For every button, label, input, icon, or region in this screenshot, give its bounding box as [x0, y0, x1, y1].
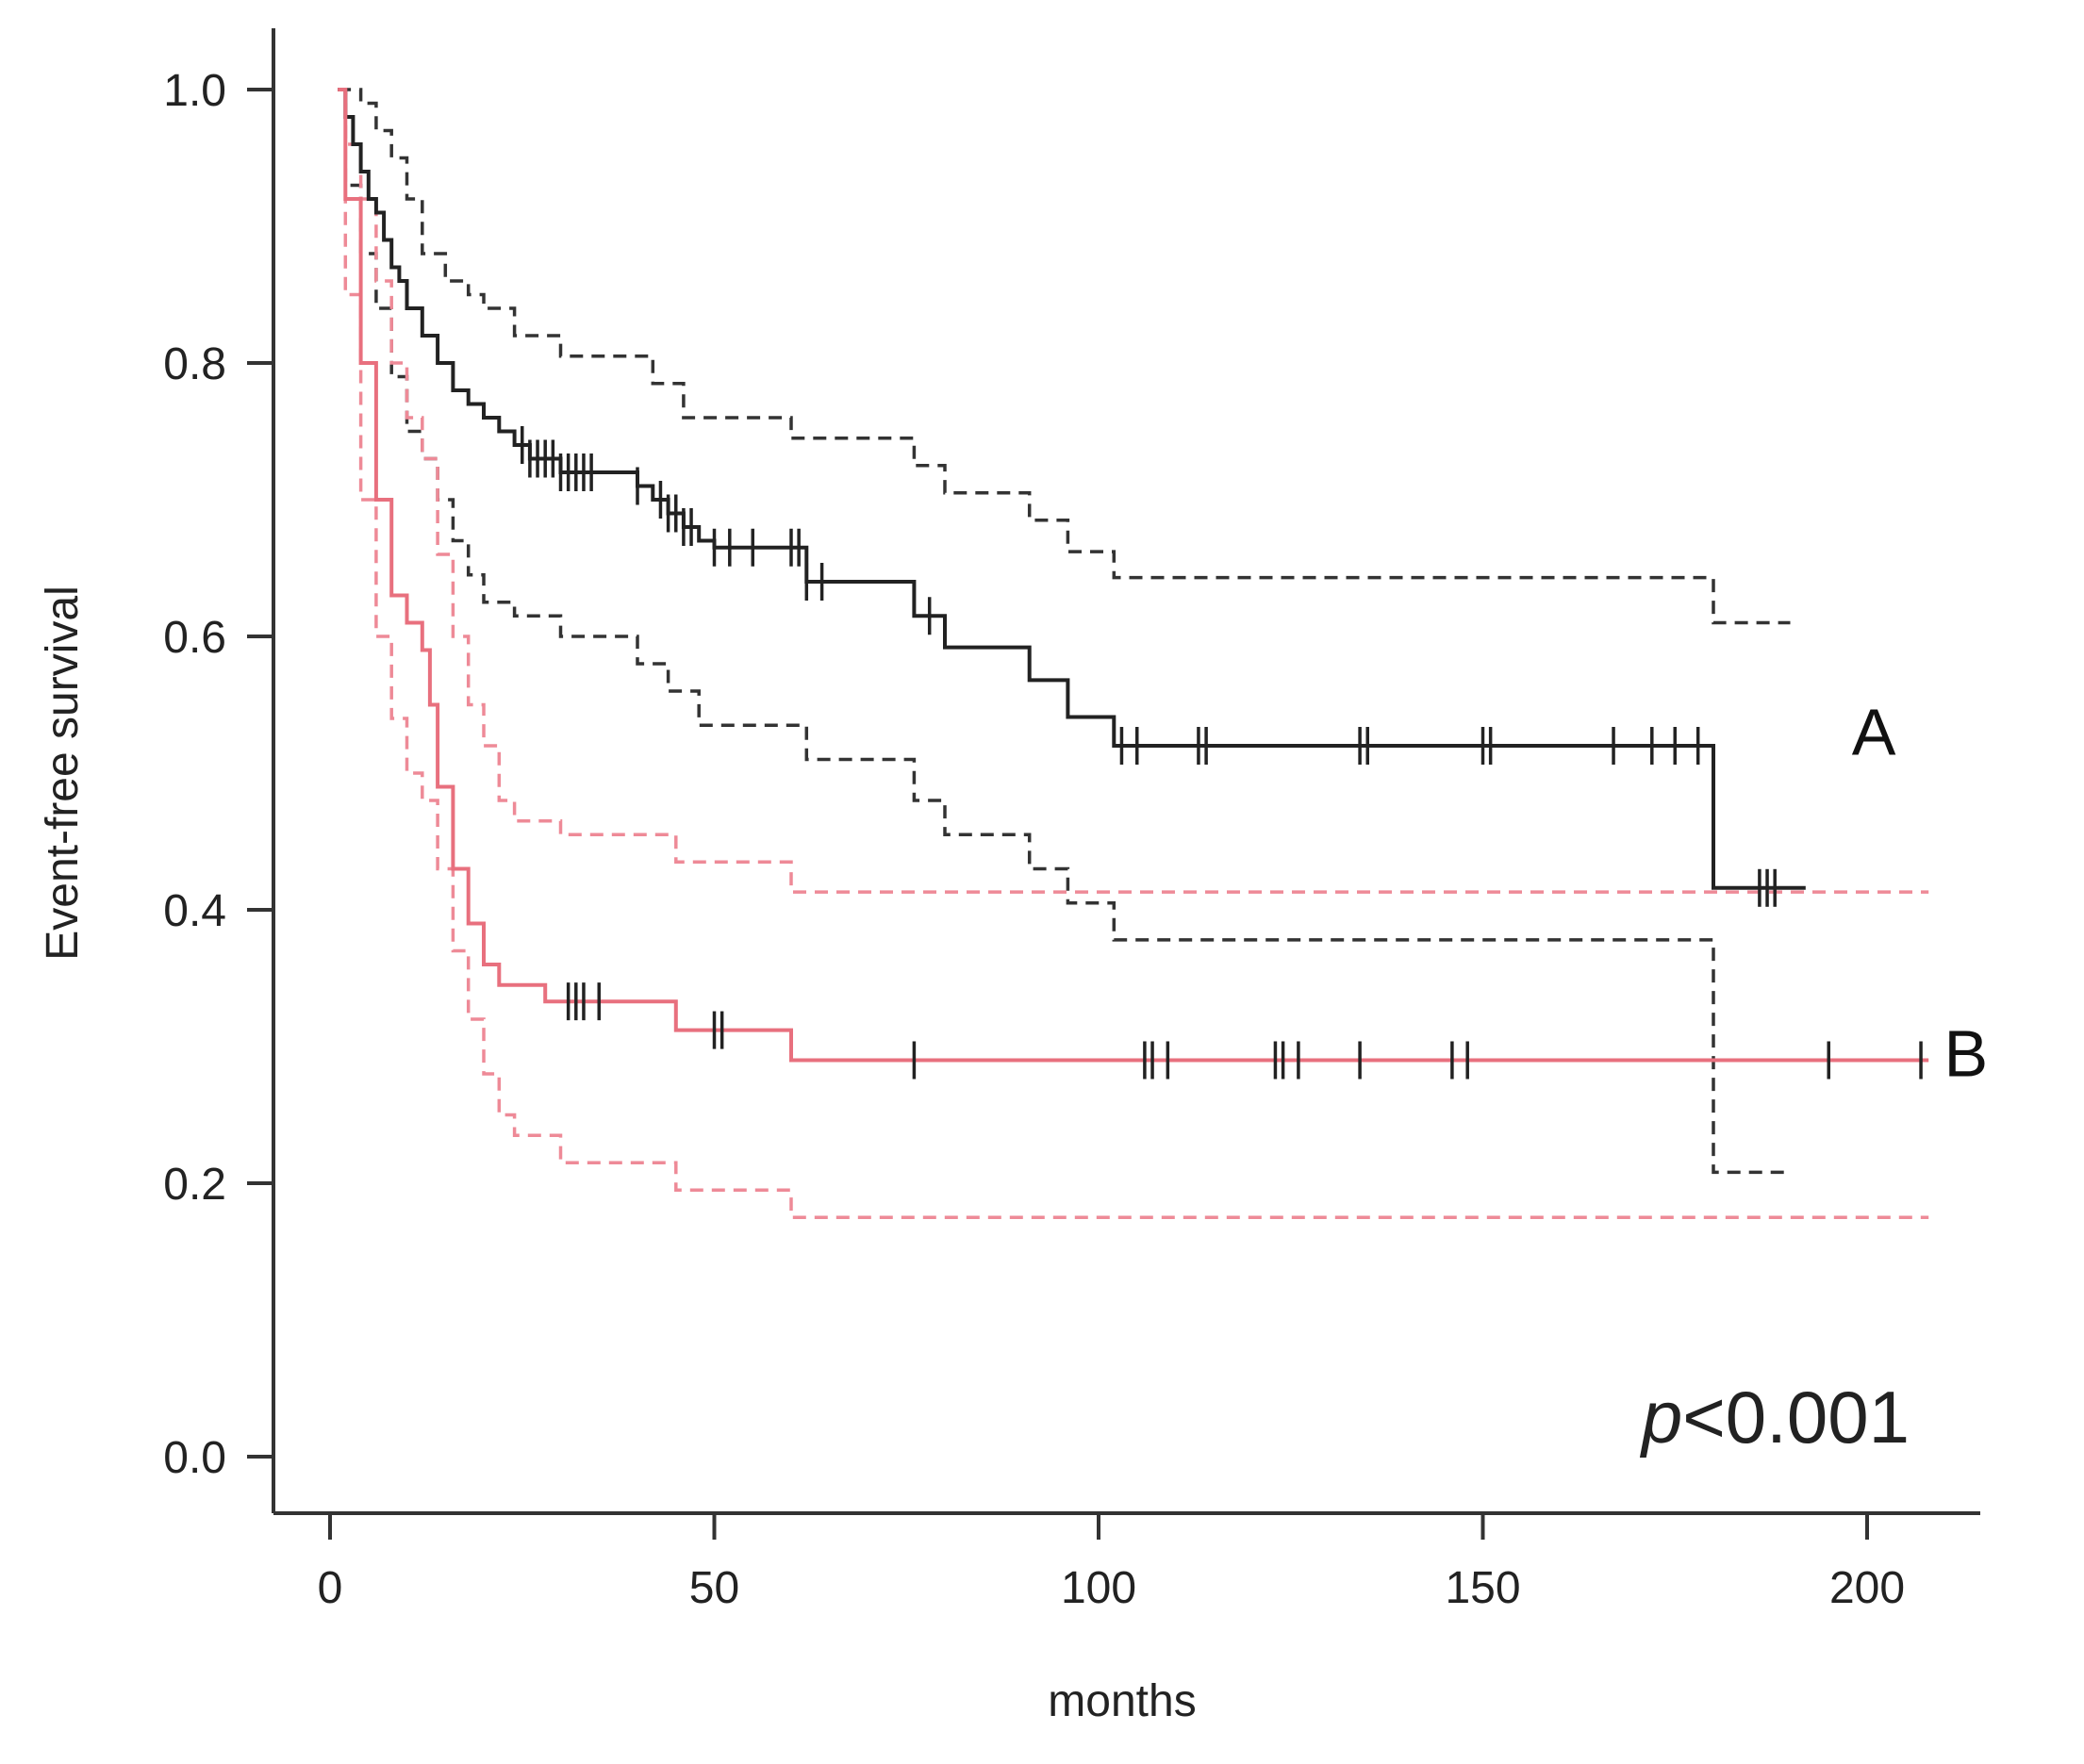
axes [272, 28, 1980, 1515]
y-tick-label: 0.0 [163, 1433, 226, 1483]
series-b-survival-curve [338, 88, 1929, 1063]
y-tick-label: 1.0 [163, 66, 226, 116]
x-tick-label: 150 [1445, 1563, 1520, 1613]
p-value-text: <0.001 [1682, 1376, 1910, 1459]
x-tick-label: 0 [318, 1563, 343, 1613]
series-a-label: A [1852, 696, 1896, 769]
x-tick-label: 100 [1061, 1563, 1136, 1613]
y-tick-label: 0.6 [163, 613, 226, 663]
x-tick-label: 50 [689, 1563, 739, 1613]
axis-ticks: 0.0 0.2 0.4 0.6 0.8 1.0 0 50 100 150 200 [163, 66, 1905, 1613]
series-a-upper-ci [338, 88, 1791, 625]
y-tick-label: 0.4 [163, 886, 226, 936]
y-tick-label: 0.2 [163, 1160, 226, 1210]
censor-marks [521, 426, 1923, 1080]
x-tick-label: 200 [1829, 1563, 1905, 1613]
y-axis-title: Event-free survival [38, 585, 88, 960]
series-b-lower-ci [338, 88, 1929, 1220]
series-labels: AB [1852, 696, 1989, 1091]
x-axis-title: months [1048, 1676, 1196, 1726]
p-value-symbol: p [1640, 1376, 1682, 1459]
p-value-annotation: p<0.001 [1640, 1376, 1910, 1459]
series-b-label: B [1944, 1016, 1989, 1090]
y-tick-label: 0.8 [163, 339, 226, 389]
